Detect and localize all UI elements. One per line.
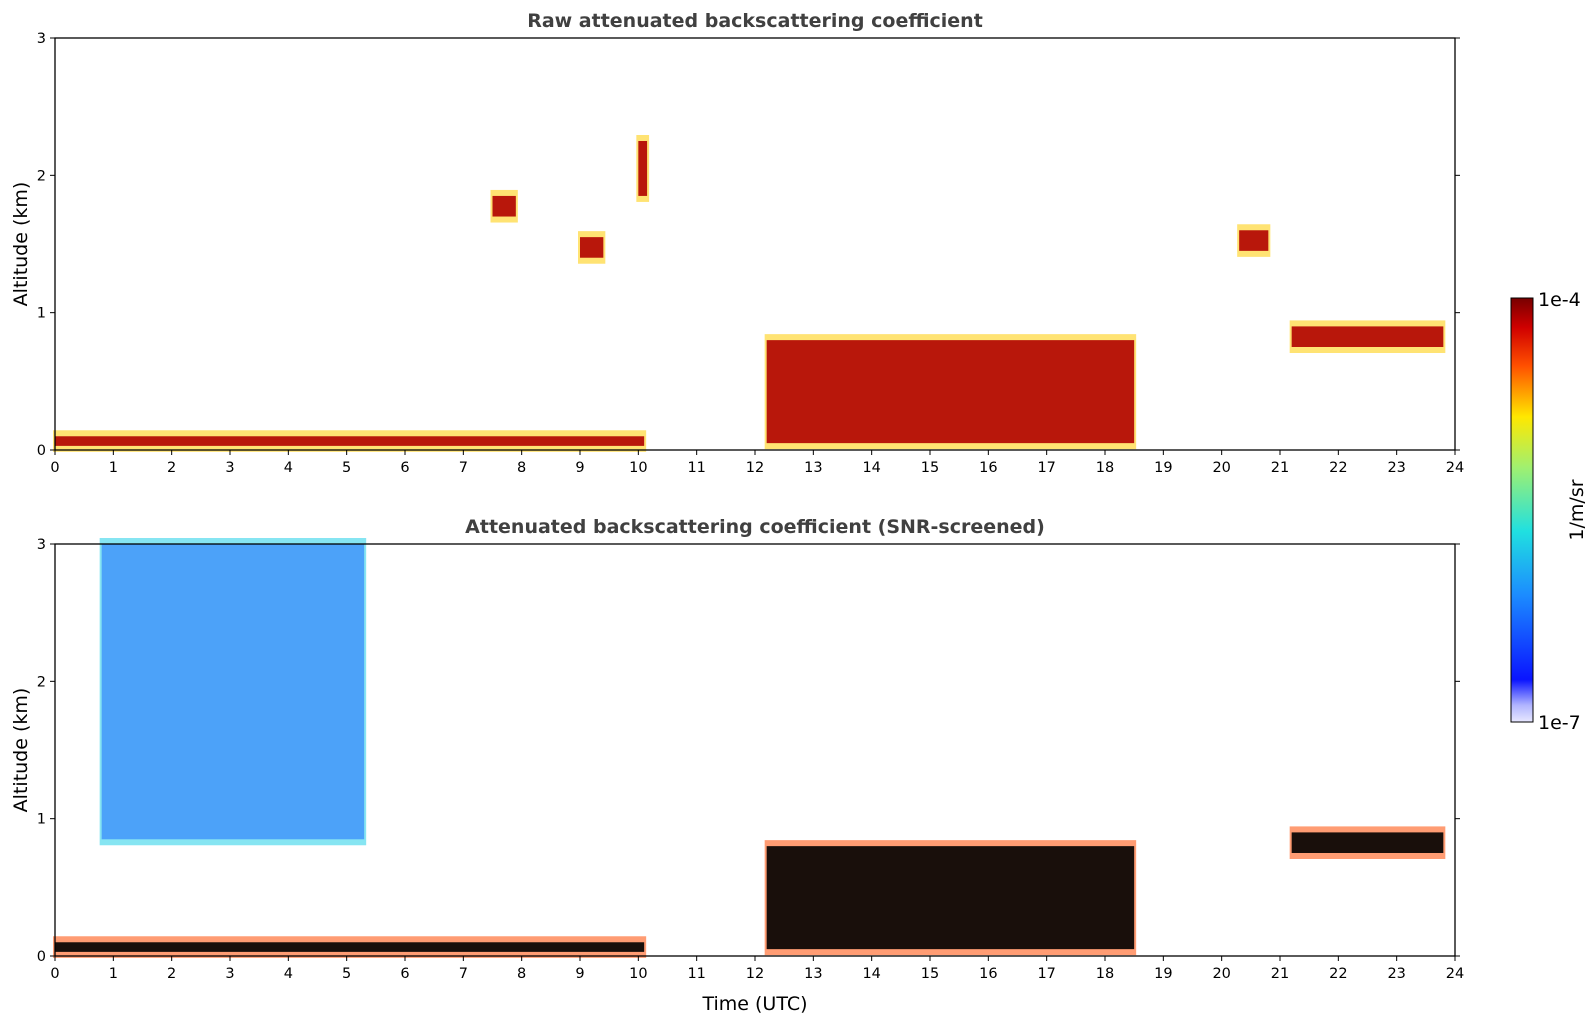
x-tick-label: 4 [284,966,293,982]
x-tick-label: 16 [979,460,997,476]
x-tick-label: 9 [575,460,584,476]
x-tick-label: 0 [50,966,59,982]
chart-title: Raw attenuated backscattering coefficien… [527,10,983,32]
y-tick-label: 1 [37,306,46,322]
x-tick-label: 6 [400,966,409,982]
x-tick-label: 14 [862,460,880,476]
y-axis: 0 1 2 3 [37,31,1460,459]
x-tick-label: 7 [459,460,468,476]
x-tick-label: 17 [1037,460,1055,476]
heatmap-feature [55,436,645,446]
heatmap-raw [53,135,1446,452]
y-tick-label: 0 [37,443,46,459]
x-tick-label: 5 [342,966,351,982]
x-tick-label: 23 [1387,460,1405,476]
x-tick-label: 21 [1271,966,1289,982]
panel-screened: Attenuated backscattering coefficient (S… [10,516,1464,1015]
x-tick-label: 22 [1329,966,1347,982]
heatmap-feature [492,195,516,217]
x-tick-label: 10 [629,966,647,982]
y-axis-label: Altitude (km) [10,182,32,307]
x-tick-label: 24 [1446,966,1464,982]
x-tick-label: 23 [1387,966,1405,982]
x-tick-label: 22 [1329,460,1347,476]
x-tick-label: 15 [921,460,939,476]
heatmap-feature [55,942,645,952]
panel-raw: Raw attenuated backscattering coefficien… [10,10,1464,476]
x-tick-label: 4 [284,460,293,476]
heatmap-screened [53,538,1446,958]
x-tick-label: 1 [109,460,118,476]
y-tick-label: 2 [37,168,46,184]
y-tick-label: 3 [37,31,46,47]
x-axis: 0 1 2 3 4 5 6 7 8 9 10 11 12 13 14 15 16 17 18 19 20 21 22 23 24 [50,450,1464,476]
x-tick-label: 2 [167,460,176,476]
colorbar-max-label: 1e-4 [1538,289,1581,311]
heatmap-feature [638,141,648,196]
chart-title: Attenuated backscattering coefficient (S… [465,516,1045,538]
x-tick-label: 17 [1037,966,1055,982]
x-tick-label: 21 [1271,460,1289,476]
x-tick-label: 3 [225,966,234,982]
heatmap-feature [766,846,1135,950]
x-tick-label: 16 [979,966,997,982]
x-tick-label: 12 [746,966,764,982]
x-tick-label: 6 [400,460,409,476]
heatmap-feature [1291,832,1444,853]
x-tick-label: 8 [517,966,526,982]
x-tick-label: 3 [225,460,234,476]
y-tick-label: 1 [37,812,46,828]
heatmap-feature [101,544,365,840]
x-axis: 0 1 2 3 4 5 6 7 8 9 10 11 12 13 14 15 16 17 18 19 20 21 22 23 24 [50,956,1464,982]
x-tick-label: 5 [342,460,351,476]
x-tick-label: 15 [921,966,939,982]
x-tick-label: 13 [804,460,822,476]
x-tick-label: 1 [109,966,118,982]
x-tick-label: 14 [862,966,880,982]
x-tick-label: 8 [517,460,526,476]
heatmap-feature [1291,326,1444,347]
colorbar: 1e-4 1e-7 1/m/sr [1510,289,1588,734]
x-tick-label: 20 [1212,460,1230,476]
x-tick-label: 2 [167,966,176,982]
x-tick-label: 9 [575,966,584,982]
x-tick-label: 11 [687,460,705,476]
x-tick-label: 18 [1096,460,1114,476]
y-axis-label: Altitude (km) [10,688,32,813]
x-axis-label: Time (UTC) [701,993,807,1015]
colorbar-gradient [1510,297,1534,723]
x-tick-label: 19 [1154,460,1172,476]
heatmap-feature [1239,230,1269,251]
x-tick-label: 11 [687,966,705,982]
colorbar-min-label: 1e-7 [1538,712,1581,734]
y-tick-label: 0 [37,949,46,965]
x-tick-label: 18 [1096,966,1114,982]
x-tick-label: 20 [1212,966,1230,982]
x-tick-label: 13 [804,966,822,982]
x-tick-label: 24 [1446,460,1464,476]
y-tick-label: 3 [37,537,46,553]
x-tick-label: 7 [459,966,468,982]
x-tick-label: 19 [1154,966,1172,982]
x-tick-label: 12 [746,460,764,476]
x-tick-label: 0 [50,460,59,476]
heatmap-feature [580,237,604,258]
colorbar-unit-label: 1/m/sr [1566,479,1588,540]
y-tick-label: 2 [37,674,46,690]
x-tick-label: 10 [629,460,647,476]
heatmap-feature [766,340,1135,444]
y-axis: 0 1 2 3 [37,537,1460,965]
